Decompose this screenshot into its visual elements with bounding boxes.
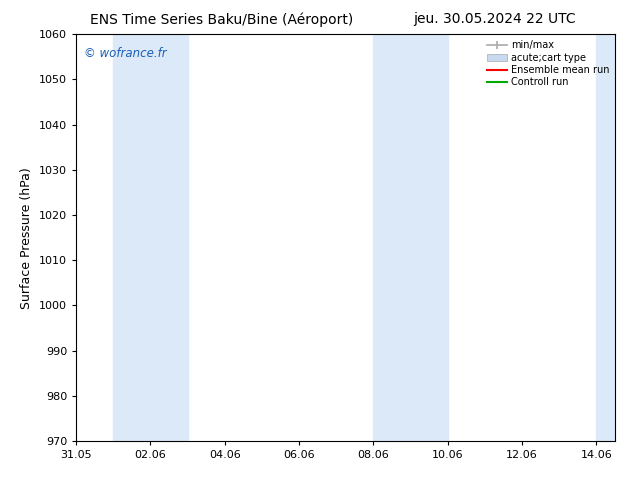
Text: jeu. 30.05.2024 22 UTC: jeu. 30.05.2024 22 UTC	[413, 12, 576, 26]
Bar	[373, 34, 448, 441]
Text: ENS Time Series Baku/Bine (Aéroport): ENS Time Series Baku/Bine (Aéroport)	[90, 12, 354, 27]
Bar	[113, 34, 188, 441]
Bar	[597, 34, 615, 441]
Y-axis label: Surface Pressure (hPa): Surface Pressure (hPa)	[20, 167, 34, 309]
Text: © wofrance.fr: © wofrance.fr	[84, 47, 167, 59]
Legend: min/max, acute;cart type, Ensemble mean run, Controll run: min/max, acute;cart type, Ensemble mean …	[483, 36, 613, 91]
